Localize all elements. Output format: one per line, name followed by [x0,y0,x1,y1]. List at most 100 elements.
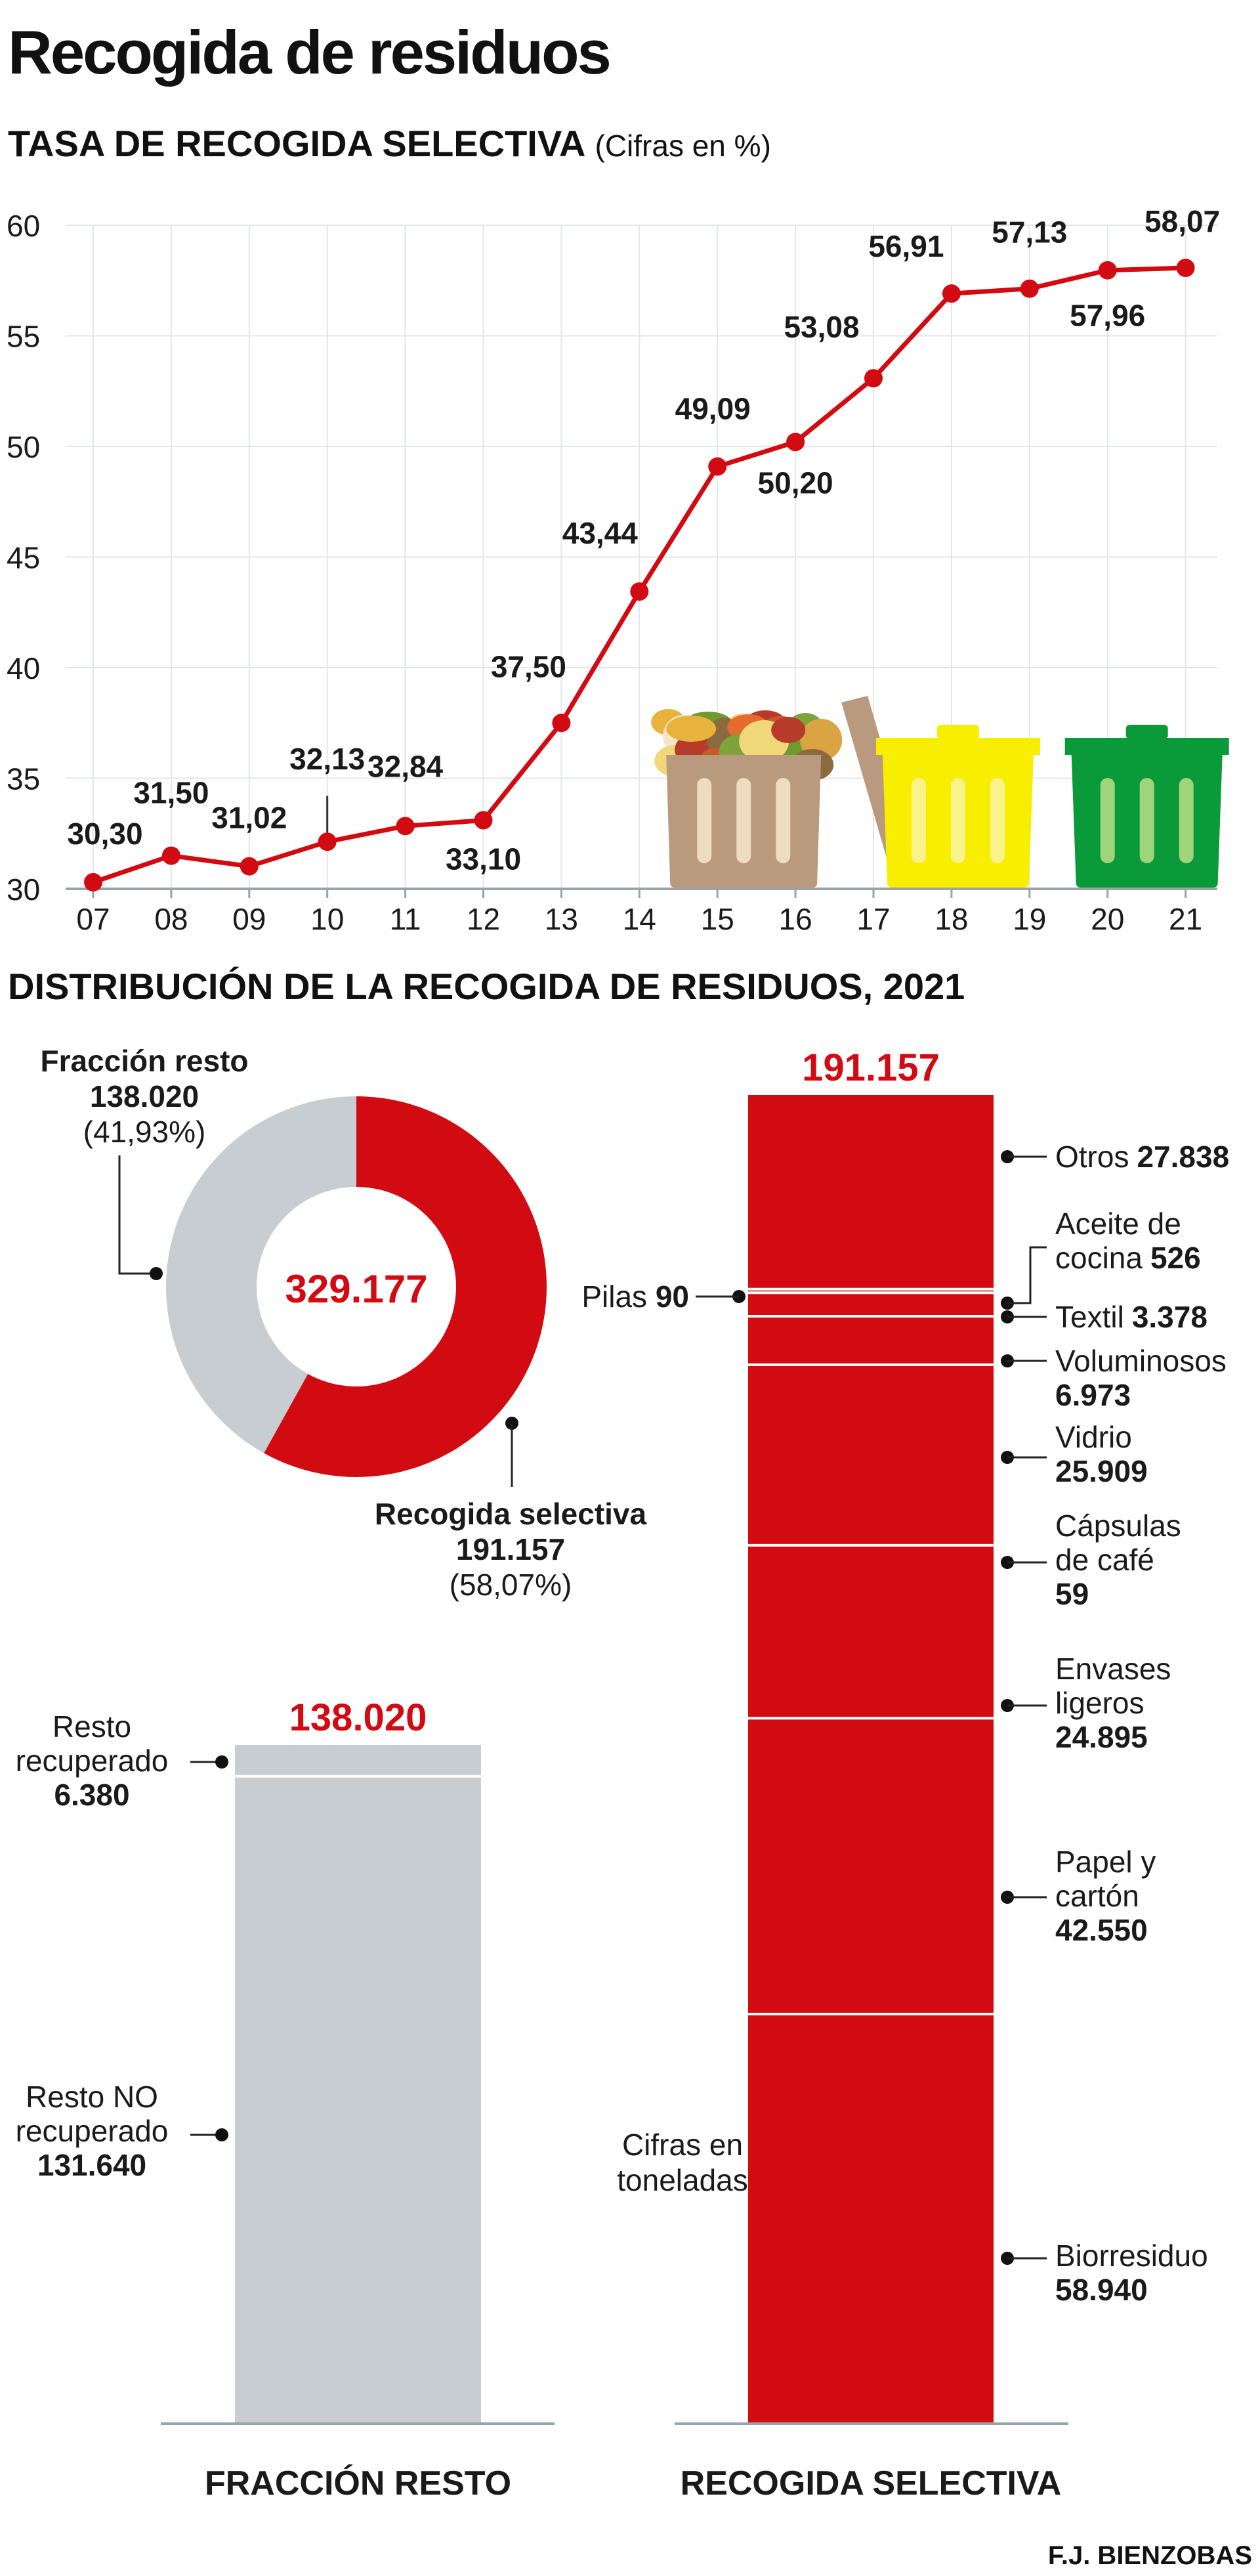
x-tick-label: 07 [76,902,110,936]
leader-dot [215,1755,228,1769]
bin-slot [950,778,965,863]
segment-label: Envases [1055,1652,1171,1686]
line-chart-title: TASA DE RECOGIDA SELECTIVA [8,123,586,164]
segment-value: 526 [1150,1241,1201,1275]
food-item [666,716,717,742]
x-tick-label: 19 [1013,902,1046,936]
selectiva-bar-chart: 191.157 RECOGIDA SELECTIVA Otros 27.838 Pila… [581,1046,1229,2502]
bin-handle [1125,725,1168,739]
fraccion-resto-value: 138.020 [90,1079,199,1113]
units-note-line: Cifras en [622,2128,743,2162]
segment-label: Otros 27.838 [1055,1140,1229,1174]
segment-label: recuperado [16,2114,169,2148]
data-label: 37,50 [491,649,566,683]
segment-label: Cápsulas [1055,1509,1181,1543]
segment-name: cartón [1055,1879,1139,1913]
segment-name: cocina [1055,1241,1143,1275]
bin-handle [936,725,979,739]
selectiva-bar-title: RECOGIDA SELECTIVA [681,2464,1062,2502]
segment-name: Otros [1055,1140,1129,1174]
yellow-bin-icon [875,725,1040,888]
data-point [630,582,649,601]
segment-value: 6.380 [54,1778,129,1812]
credit: F.J. BIENZOBAS [1048,2541,1252,2570]
data-point [161,846,180,865]
data-label: 30,30 [67,817,142,851]
data-label: 32,84 [368,749,444,783]
fraccion-resto-label: Fracción resto [41,1044,249,1078]
data-point [396,817,415,836]
segment-name: Cápsulas [1055,1509,1181,1543]
x-tick-label: 13 [545,902,578,936]
leader-line [1007,1246,1047,1304]
segment-name: Envases [1055,1652,1171,1686]
segment-value: 58.940 [1055,2273,1148,2307]
data-point [942,284,961,303]
bin-lid [875,738,1040,755]
data-point [552,714,571,733]
data-label: 49,09 [675,392,751,426]
bin-slot [1100,778,1115,863]
data-point [708,457,727,476]
bin-slot [1179,778,1194,863]
x-tick-label: 20 [1091,902,1124,936]
fraccion-resto-pct: (41,93%) [83,1115,206,1149]
segment-value: 3.378 [1132,1300,1208,1334]
segment-name: Textil [1055,1300,1124,1334]
bin-slot [697,778,712,863]
distribution-title: DISTRIBUCIÓN DE LA RECOGIDA DE RESIDUOS,… [8,966,965,1007]
segment-label: Textil 3.378 [1055,1300,1208,1334]
selectiva-total: 191.157 [802,1046,940,1089]
leader-dot [215,2128,228,2141]
y-tick-label: 50 [7,430,40,464]
data-label: 56,91 [868,229,944,263]
data-label: 32,13 [289,742,365,776]
data-label: 31,50 [133,775,209,809]
segment-label: cocina 526 [1055,1241,1201,1275]
data-point [318,832,337,851]
data-label: 33,10 [446,842,521,876]
line-chart-subtitle: (Cifras en %) [595,129,771,163]
segment-label: Pilas 90 [581,1279,689,1314]
y-tick-label: 60 [7,209,40,243]
segment-name: Papel y [1055,1845,1156,1879]
y-tick-label: 40 [7,651,40,685]
segment-name: Aceite de [1055,1207,1181,1241]
units-note-line: toneladas [617,2163,748,2197]
segment-label: Papel y [1055,1845,1156,1879]
x-tick-label: 21 [1169,902,1202,936]
x-tick-label: 18 [934,902,968,936]
data-point [1020,279,1039,298]
data-label: 43,44 [562,516,639,550]
bin-slot [736,778,751,863]
segment-value: 42.550 [1055,1913,1148,1947]
x-tick-label: 12 [467,902,500,936]
slice-fraccion-resto [165,1096,357,1453]
segment-value: 27.838 [1137,1140,1229,1174]
segment-label: Vidrio [1055,1420,1132,1454]
recogida-selectiva-label: Recogida selectiva [375,1497,647,1531]
line-chart-heading: TASA DE RECOGIDA SELECTIVA (Cifras en %) [8,123,771,164]
waste-bins-illustration [651,696,1229,888]
x-tick-label: 09 [232,902,266,936]
y-tick-label: 55 [7,320,40,354]
resto-bar [235,1745,481,2424]
y-tick-label: 35 [7,762,40,796]
slice-recogida-selectiva [264,1096,547,1477]
selectiva-bar [748,1095,994,2424]
page-title: Recogida de residuos [8,18,610,87]
bin-slot [911,778,926,863]
segment-value: 6.973 [1055,1378,1131,1412]
segment-name: Voluminosos [1055,1344,1227,1378]
x-tick-label: 15 [701,902,734,936]
segment-name: Biorresiduo [1055,2239,1208,2273]
segment-label: ligeros [1055,1686,1144,1720]
data-label: 50,20 [758,465,833,500]
resto-total: 138.020 [289,1696,427,1739]
recogida-selectiva-value: 191.157 [456,1532,565,1566]
segment-label: de café [1055,1543,1154,1577]
data-point [864,369,883,388]
